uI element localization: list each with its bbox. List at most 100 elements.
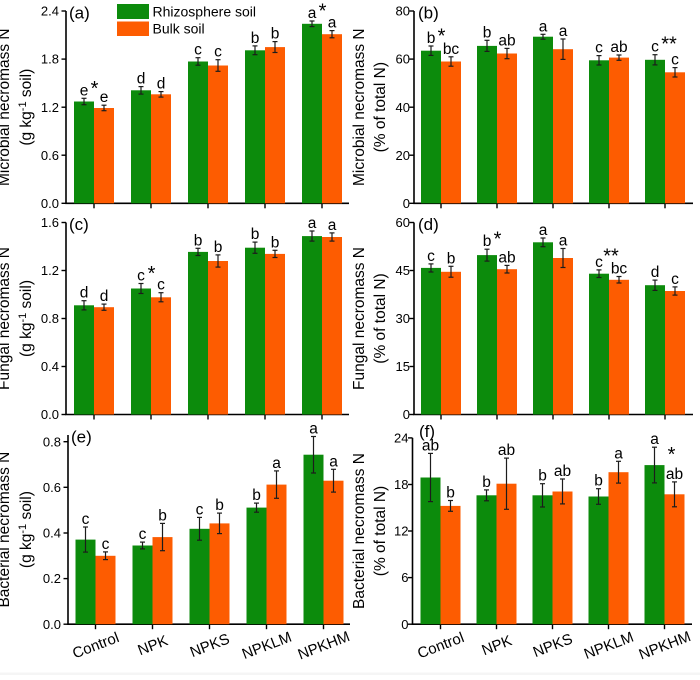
svg-text:bc: bc xyxy=(611,261,628,278)
svg-text:*: * xyxy=(668,444,676,466)
svg-text:a: a xyxy=(328,217,337,234)
svg-text:(g kg-1 soil): (g kg-1 soil) xyxy=(17,491,35,568)
svg-text:30: 30 xyxy=(396,311,410,326)
svg-text:18: 18 xyxy=(394,477,408,492)
svg-text:(a): (a) xyxy=(69,4,90,23)
svg-text:c: c xyxy=(196,501,204,518)
svg-text:(c): (c) xyxy=(69,215,89,234)
svg-text:b: b xyxy=(447,250,456,267)
svg-text:c: c xyxy=(139,526,147,543)
svg-text:d: d xyxy=(100,288,109,305)
svg-text:c: c xyxy=(102,536,110,553)
svg-text:(f): (f) xyxy=(419,422,435,441)
svg-text:b: b xyxy=(158,507,167,524)
svg-text:1.2: 1.2 xyxy=(41,100,59,115)
svg-text:c: c xyxy=(157,277,165,294)
svg-text:c: c xyxy=(671,52,679,69)
svg-text:a: a xyxy=(614,445,623,462)
svg-text:Bulk soil: Bulk soil xyxy=(153,21,205,37)
svg-text:c: c xyxy=(214,44,222,61)
svg-text:60: 60 xyxy=(396,52,410,67)
svg-text:a: a xyxy=(539,222,548,239)
svg-text:b: b xyxy=(594,473,603,490)
svg-text:45: 45 xyxy=(396,263,410,278)
svg-text:a: a xyxy=(308,5,317,22)
svg-text:0: 0 xyxy=(401,617,408,632)
svg-text:Microbial necromass N: Microbial necromass N xyxy=(351,28,368,186)
svg-text:bc: bc xyxy=(443,41,460,58)
svg-text:b: b xyxy=(215,497,224,514)
svg-text:0: 0 xyxy=(403,196,410,211)
svg-text:(% of total N): (% of total N) xyxy=(372,62,389,152)
svg-text:60: 60 xyxy=(396,215,410,230)
svg-text:1.6: 1.6 xyxy=(41,215,59,230)
svg-text:c: c xyxy=(194,42,202,59)
svg-text:Bacterial necromass N: Bacterial necromass N xyxy=(0,452,13,608)
svg-text:ab: ab xyxy=(610,39,627,56)
svg-text:(e): (e) xyxy=(71,428,92,447)
svg-text:0.8: 0.8 xyxy=(41,311,59,326)
svg-text:1.8: 1.8 xyxy=(41,52,59,67)
svg-text:0.0: 0.0 xyxy=(41,407,59,422)
svg-text:Fungal necromass N: Fungal necromass N xyxy=(0,247,13,390)
svg-text:(g kg-1 soil): (g kg-1 soil) xyxy=(17,69,35,146)
svg-text:Bacterial necromass N: Bacterial necromass N xyxy=(351,453,368,609)
svg-text:12: 12 xyxy=(394,524,408,539)
svg-text:b: b xyxy=(251,30,260,47)
svg-text:a: a xyxy=(329,453,338,470)
svg-text:**: ** xyxy=(661,34,677,56)
svg-text:0.2: 0.2 xyxy=(43,571,61,586)
svg-text:b: b xyxy=(271,234,280,251)
svg-text:c: c xyxy=(595,40,603,57)
svg-text:b: b xyxy=(252,487,261,504)
svg-text:a: a xyxy=(308,215,317,232)
svg-text:a: a xyxy=(559,23,568,40)
svg-text:a: a xyxy=(650,431,659,448)
svg-text:*: * xyxy=(494,229,502,251)
svg-text:a: a xyxy=(272,455,281,472)
svg-text:0.0: 0.0 xyxy=(43,617,61,632)
svg-text:Fungal necromass N: Fungal necromass N xyxy=(351,247,368,390)
svg-text:ab: ab xyxy=(554,463,571,480)
svg-text:0.6: 0.6 xyxy=(43,480,61,495)
svg-text:15: 15 xyxy=(396,359,410,374)
svg-text:c: c xyxy=(427,248,435,265)
svg-text:Rhizosphere soil: Rhizosphere soil xyxy=(153,4,257,20)
svg-text:Microbial necromass N: Microbial necromass N xyxy=(0,28,13,186)
svg-text:0.0: 0.0 xyxy=(41,196,59,211)
svg-text:b: b xyxy=(538,468,547,485)
svg-text:0.8: 0.8 xyxy=(43,434,61,449)
svg-text:20: 20 xyxy=(396,148,410,163)
svg-text:0.6: 0.6 xyxy=(41,148,59,163)
svg-text:ab: ab xyxy=(498,32,515,49)
svg-text:d: d xyxy=(157,76,166,93)
svg-text:*: * xyxy=(319,1,327,23)
svg-text:a: a xyxy=(328,15,337,32)
svg-text:0.4: 0.4 xyxy=(43,526,61,541)
svg-text:d: d xyxy=(137,71,146,88)
svg-text:*: * xyxy=(438,26,446,48)
svg-text:b: b xyxy=(482,474,491,491)
svg-text:e: e xyxy=(80,82,89,99)
svg-text:80: 80 xyxy=(396,4,410,19)
svg-text:e: e xyxy=(100,89,109,106)
svg-text:ab: ab xyxy=(666,466,683,483)
svg-text:b: b xyxy=(194,232,203,249)
svg-text:a: a xyxy=(539,18,548,35)
svg-text:b: b xyxy=(214,239,223,256)
svg-text:ab: ab xyxy=(498,442,515,459)
svg-text:c: c xyxy=(82,511,90,528)
svg-text:(% of total N): (% of total N) xyxy=(372,486,389,576)
svg-text:d: d xyxy=(80,285,89,302)
svg-text:1.2: 1.2 xyxy=(41,263,59,278)
svg-text:6: 6 xyxy=(401,570,408,585)
svg-text:b: b xyxy=(446,485,455,502)
svg-text:a: a xyxy=(309,421,318,438)
svg-text:**: ** xyxy=(603,246,619,268)
svg-text:*: * xyxy=(148,263,156,285)
svg-text:c: c xyxy=(595,254,603,271)
svg-text:c: c xyxy=(137,268,145,285)
svg-text:b: b xyxy=(271,26,280,43)
svg-text:d: d xyxy=(651,264,660,281)
svg-text:ab: ab xyxy=(498,249,515,266)
